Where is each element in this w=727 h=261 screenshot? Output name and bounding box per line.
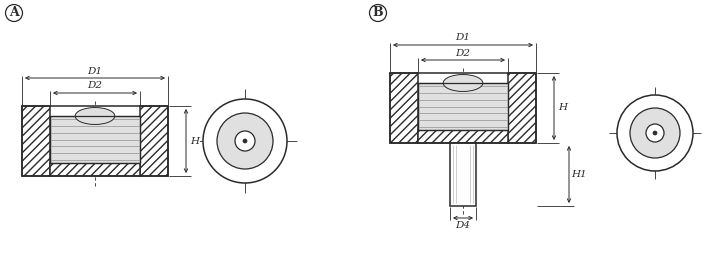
Circle shape [243,139,247,143]
Circle shape [203,99,287,183]
Bar [22,106,168,176]
Circle shape [235,131,255,151]
Text: H: H [190,137,199,145]
Ellipse shape [75,108,115,124]
Circle shape [217,113,273,169]
Text: D1: D1 [456,33,470,43]
Circle shape [630,108,680,158]
Bar [140,106,168,176]
Bar [418,130,508,143]
Ellipse shape [443,75,483,91]
Bar [418,83,508,130]
Circle shape [653,131,657,135]
Text: D4: D4 [456,221,470,229]
Circle shape [6,4,23,21]
Bar [50,163,140,176]
Text: A: A [9,7,19,20]
Bar [390,73,418,143]
Bar [50,116,140,163]
Text: D2: D2 [456,49,470,57]
Text: H1: H1 [571,170,587,179]
Text: B: B [373,7,383,20]
Bar [508,73,536,143]
Circle shape [617,95,693,171]
Text: D2: D2 [87,81,103,91]
Circle shape [646,124,664,142]
Bar [50,116,140,163]
Bar [22,106,50,176]
Circle shape [369,4,387,21]
Bar [450,143,476,206]
Text: H: H [558,104,568,112]
Bar [418,83,508,130]
Text: D1: D1 [87,67,103,75]
Bar [390,73,536,143]
